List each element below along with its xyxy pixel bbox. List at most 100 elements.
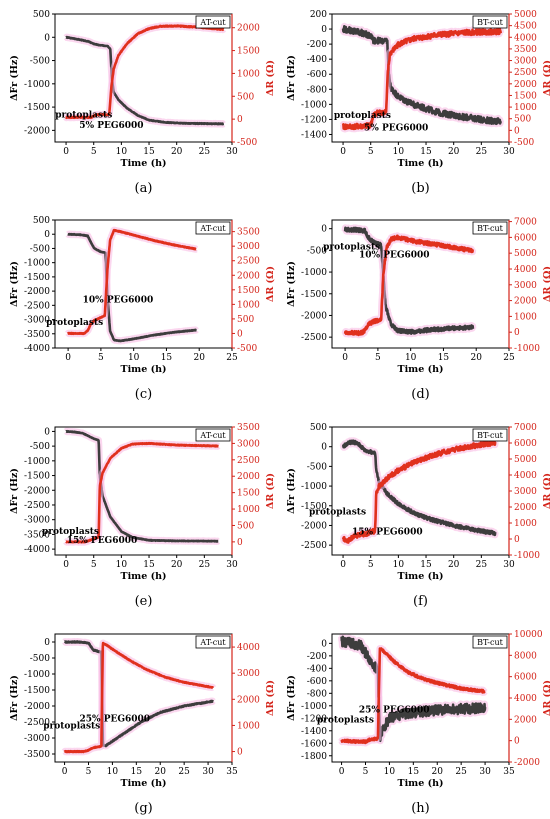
y-left-tick-label: 0: [44, 33, 50, 43]
y-left-tick-label: -200: [307, 40, 327, 50]
y-right-tick-label: 4000: [514, 33, 537, 43]
y-left-axis-label: ΔFr (Hz): [286, 261, 297, 307]
y-left-tick-label: -500: [30, 57, 50, 67]
panel-f: 0 5 10 15 20 25 305000-500-1000-1500-2000-2500…: [286, 423, 550, 609]
cut-label: AT-cut: [199, 431, 226, 440]
series-right-e: [62, 439, 222, 546]
x-tick-label: 25: [476, 560, 488, 570]
x-tick-label: 35: [226, 767, 238, 777]
y-right-tick-label: 2000: [237, 271, 260, 281]
y-left-tick-label: -2000: [24, 126, 50, 136]
y-right-tick-label: 2000: [514, 715, 537, 725]
y-right-tick-label: 3000: [514, 281, 537, 291]
y-right-tick-label: 6000: [514, 673, 537, 683]
x-tick-label: 5: [91, 560, 97, 570]
x-tick-label: 25: [476, 147, 488, 157]
x-tick-label: 30: [503, 560, 515, 570]
y-left-tick-label: -1000: [301, 482, 327, 492]
y-left-tick-label: -3500: [24, 330, 50, 340]
y-left-tick-label: -3000: [24, 734, 50, 744]
cut-label: BT-cut: [477, 431, 504, 440]
cut-label-box: [195, 221, 231, 235]
annotation-protoplasts: protoplasts: [55, 110, 112, 120]
y-left-tick-label: -2500: [301, 541, 327, 551]
y-left-tick-label: -3500: [24, 530, 50, 540]
y-right-tick-label: 1500: [514, 91, 537, 101]
series-left-d: [341, 224, 477, 338]
y-right-tick-label: 1000: [514, 103, 537, 113]
x-tick-label: 15: [420, 560, 432, 570]
series-line: [343, 226, 475, 335]
y-right-tick-label: 0: [237, 329, 243, 339]
y-right-tick-label: 8000: [514, 651, 537, 661]
y-right-tick-label: 500: [514, 115, 531, 125]
cut-label: AT-cut: [199, 18, 226, 27]
x-tick-label: 20: [448, 560, 460, 570]
y-left-tick-label: -500: [307, 246, 327, 256]
y-right-tick-label: 3000: [237, 669, 260, 679]
y-right-tick-label: 3000: [237, 242, 260, 252]
y-left-tick-label: -2000: [24, 486, 50, 496]
y-right-tick-label: 0: [514, 328, 520, 338]
y-right-tick-label: 1000: [237, 69, 260, 79]
y-left-tick-label: -1000: [24, 670, 50, 680]
y-right-tick-label: 0: [514, 737, 520, 747]
series-line: [66, 228, 197, 336]
y-right-axis-label: ΔR (Ω): [542, 266, 550, 302]
x-tick-label: 30: [226, 147, 238, 157]
x-tick-label: 10: [107, 767, 119, 777]
y-right-tick-label: 6000: [514, 233, 537, 243]
cut-label: BT-cut: [477, 224, 504, 233]
panel-e: 0 5 10 15 20 25 30 0 -500 -1000 -1500 -2000 -2500 -30…: [9, 423, 276, 609]
y-left-tick-label: -500: [30, 654, 50, 664]
annotation-protoplasts: protoplasts: [43, 721, 100, 731]
y-right-tick-label: 1500: [237, 489, 260, 499]
y-left-axis-label: ΔFr (Hz): [9, 675, 20, 721]
y-right-axis-label: ΔR (Ω): [265, 60, 276, 96]
x-tick-label: 25: [199, 147, 211, 157]
y-right-tick-label: -500: [237, 344, 257, 354]
y-left-axis-label: ΔFr (Hz): [9, 261, 20, 307]
panel-label: (h): [411, 801, 430, 816]
x-tick-label: 25: [226, 353, 238, 363]
series-right-d: [341, 232, 477, 339]
series-left-a: [62, 33, 227, 128]
x-tick-label: 25: [503, 353, 515, 363]
x-tick-label: 5: [363, 767, 369, 777]
x-tick-label: 30: [202, 767, 214, 777]
panel-g: 0 5 10 15 20 25 30 35 0 -500 -1000 -1500 -2000 -2500 -…: [9, 633, 276, 816]
y-left-tick-label: -800: [307, 689, 327, 699]
y-right-tick-label: -1000: [514, 551, 540, 561]
y-right-tick-label: 500: [237, 92, 254, 102]
y-right-tick-label: 4000: [237, 643, 260, 653]
x-tick-label: 15: [143, 560, 155, 570]
y-right-tick-label: 2000: [237, 472, 260, 482]
y-right-axis-label: ΔR (Ω): [542, 473, 550, 509]
y-right-tick-label: 2000: [237, 695, 260, 705]
series-line: [67, 232, 197, 343]
y-left-axis-label: ΔFr (Hz): [9, 55, 20, 101]
annotation-peg: 10% PEG6000: [359, 250, 430, 260]
y-right-tick-label: -500: [514, 138, 534, 148]
panel-c: 0 5 10 15 20 25 500 0 -500 -1000 -1500 -2000 -2500 -3…: [9, 216, 276, 402]
y-right-tick-label: 1000: [237, 721, 260, 731]
y-right-tick-label: 2500: [237, 257, 260, 267]
series-left-e: [62, 427, 222, 545]
series-left-f: [339, 437, 499, 539]
x-axis-label: Time (h): [121, 778, 167, 789]
annotation-protoplasts: protoplasts: [317, 716, 374, 726]
cut-label-box: [472, 15, 508, 29]
y-left-tick-label: -1000: [301, 100, 327, 110]
x-tick-label: 10: [393, 147, 405, 157]
annotation-peg: 25% PEG6000: [359, 706, 430, 716]
series-line: [65, 430, 220, 543]
y-left-tick-label: -1500: [24, 472, 50, 482]
series-line: [340, 635, 487, 743]
panel-label: (d): [411, 387, 429, 402]
y-left-tick-label: -1000: [24, 259, 50, 269]
x-tick-label: 15: [161, 353, 173, 363]
y-right-axis-label: ΔR (Ω): [265, 266, 276, 302]
plot-frame: [54, 633, 233, 763]
y-right-tick-label: 1000: [514, 519, 537, 529]
y-left-tick-label: -600: [307, 677, 327, 687]
